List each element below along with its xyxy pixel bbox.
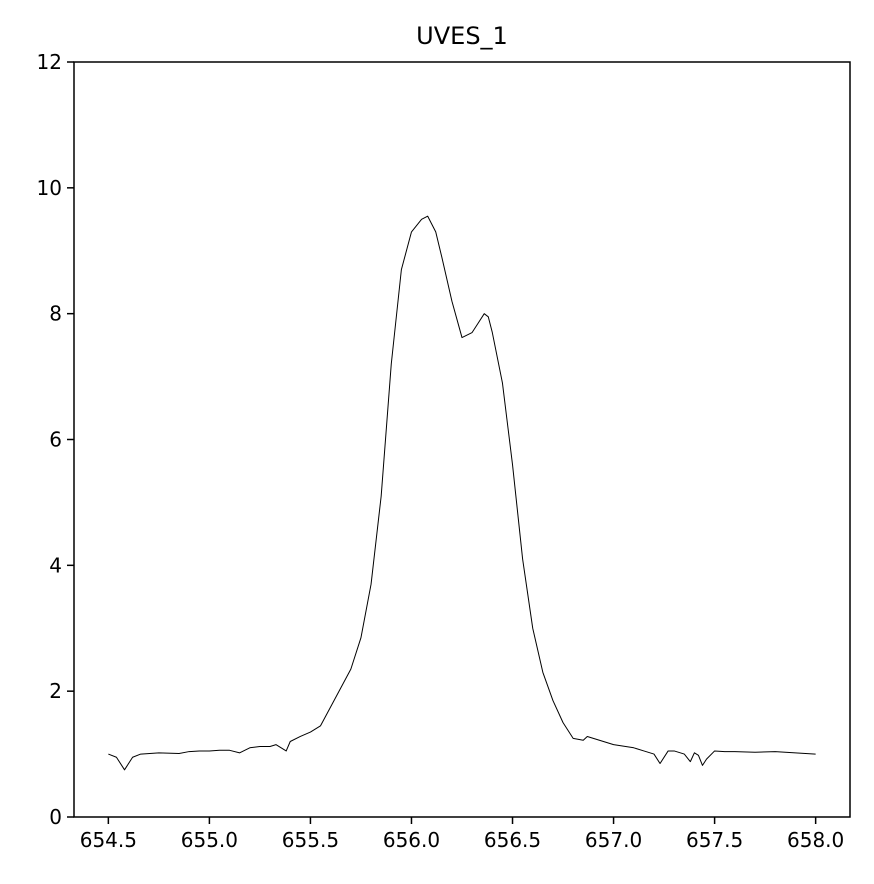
plot-frame xyxy=(73,61,851,818)
x-tick-label: 657.0 xyxy=(585,828,642,852)
y-tick-label: 4 xyxy=(49,553,62,577)
x-axis-ticks: 654.5 655.0 655.5 656.0 656.5 657.0 657.5 658.0 xyxy=(80,817,844,852)
y-tick-label: 2 xyxy=(49,679,62,703)
x-tick-label: 658.0 xyxy=(787,828,844,852)
x-tick-label: 655.5 xyxy=(282,828,339,852)
y-tick-label: 0 xyxy=(49,805,62,829)
y-tick-label: 12 xyxy=(37,50,62,74)
chart-title: UVES_1 xyxy=(416,22,508,50)
x-tick-label: 656.0 xyxy=(383,828,440,852)
series-line-0 xyxy=(108,215,816,771)
x-tick-label: 655.0 xyxy=(181,828,238,852)
y-tick-label: 10 xyxy=(37,176,62,200)
x-tick-label: 654.5 xyxy=(80,828,137,852)
y-tick-label: 8 xyxy=(49,302,62,326)
x-tick-label: 657.5 xyxy=(686,828,743,852)
x-tick-label: 656.5 xyxy=(484,828,541,852)
plot-layer xyxy=(108,215,816,771)
y-axis-ticks: 0 2 4 6 8 10 12 xyxy=(37,50,74,829)
y-tick-label: 6 xyxy=(49,428,62,452)
